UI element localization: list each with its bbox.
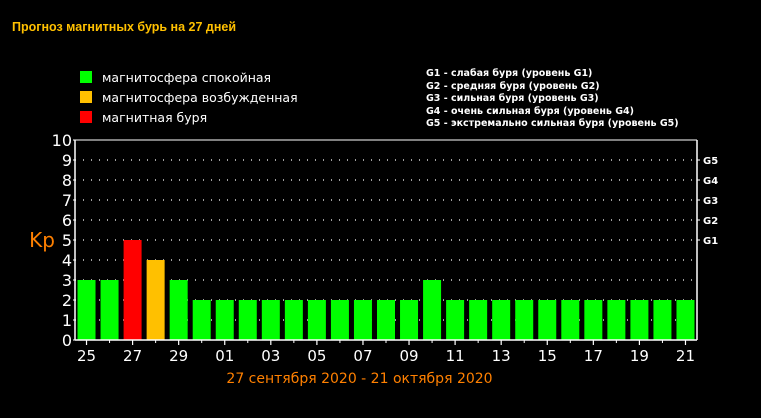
bar bbox=[515, 300, 534, 340]
y-tick-label: 10 bbox=[52, 131, 72, 150]
x-tick-label: 07 bbox=[353, 347, 372, 365]
right-tick-label: G1 bbox=[703, 236, 718, 247]
y-tick-label: 6 bbox=[62, 211, 72, 230]
y-tick-label: 2 bbox=[62, 291, 72, 310]
y-tick-label: 1 bbox=[62, 311, 72, 330]
legend-swatch-active bbox=[80, 91, 92, 103]
bar bbox=[123, 240, 142, 340]
y-tick-label: 7 bbox=[62, 191, 72, 210]
y-tick-label: 0 bbox=[62, 331, 72, 350]
y-tick-label: 5 bbox=[62, 231, 72, 250]
legend-label-storm: магнитная буря bbox=[102, 109, 208, 125]
storm-level-legend: G1 - слабая буря (уровень G1) G2 - средн… bbox=[426, 68, 679, 131]
bar bbox=[77, 280, 96, 340]
bar bbox=[446, 300, 465, 340]
bar bbox=[215, 300, 234, 340]
legend-item-active: магнитосфера возбужденная bbox=[80, 87, 298, 107]
bar bbox=[192, 300, 211, 340]
x-tick-label: 13 bbox=[492, 347, 511, 365]
y-axis-label: Kp bbox=[29, 228, 55, 252]
date-range-label: 27 сентября 2020 - 21 октября 2020 bbox=[0, 371, 761, 387]
bar bbox=[676, 300, 695, 340]
x-tick-label: 17 bbox=[584, 347, 603, 365]
chart-title: Прогноз магнитных бурь на 27 дней bbox=[12, 20, 237, 34]
bar bbox=[630, 300, 649, 340]
bar bbox=[561, 300, 580, 340]
legend-swatch-storm bbox=[80, 111, 92, 123]
x-tick-label: 27 bbox=[123, 347, 142, 365]
legend-label-quiet: магнитосфера спокойная bbox=[102, 69, 272, 85]
x-tick-label: 09 bbox=[399, 347, 418, 365]
y-tick-label: 4 bbox=[62, 251, 72, 270]
storm-level-g5: G5 - экстремально сильная буря (уровень … bbox=[426, 118, 679, 129]
bar bbox=[307, 300, 326, 340]
right-tick-label: G3 bbox=[703, 196, 718, 207]
storm-level-g1: G1 - слабая буря (уровень G1) bbox=[426, 68, 593, 79]
bar bbox=[607, 300, 626, 340]
x-tick-label: 01 bbox=[215, 347, 234, 365]
legend-label-active: магнитосфера возбужденная bbox=[102, 89, 298, 105]
bar bbox=[423, 280, 442, 340]
bar bbox=[492, 300, 511, 340]
bar bbox=[538, 300, 557, 340]
bar bbox=[400, 300, 419, 340]
date-range-text: 27 сентября 2020 - 21 октября 2020 bbox=[226, 371, 493, 387]
bar bbox=[261, 300, 280, 340]
x-tick-label: 29 bbox=[169, 347, 188, 365]
y-tick-label: 9 bbox=[62, 151, 72, 170]
x-tick-label: 19 bbox=[630, 347, 649, 365]
legend-item-storm: магнитная буря bbox=[80, 107, 298, 127]
storm-level-g3: G3 - сильная буря (уровень G3) bbox=[426, 93, 599, 104]
bar bbox=[584, 300, 603, 340]
legend-swatch-quiet bbox=[80, 71, 92, 83]
bar bbox=[653, 300, 672, 340]
x-tick-label: 15 bbox=[538, 347, 557, 365]
right-tick-label: G4 bbox=[703, 176, 718, 187]
legend-item-quiet: магнитосфера спокойная bbox=[80, 67, 298, 87]
storm-level-g4: G4 - очень сильная буря (уровень G4) bbox=[426, 105, 634, 117]
x-tick-label: 11 bbox=[446, 347, 465, 365]
x-tick-label: 05 bbox=[307, 347, 326, 365]
bar bbox=[169, 280, 188, 340]
bar bbox=[238, 300, 257, 340]
bar bbox=[377, 300, 395, 340]
right-tick-label: G2 bbox=[703, 216, 718, 227]
bar bbox=[469, 300, 488, 340]
x-tick-label: 25 bbox=[77, 347, 96, 365]
color-legend: магнитосфера спокойная магнитосфера возб… bbox=[80, 67, 298, 127]
y-tick-label: 3 bbox=[62, 271, 72, 290]
x-tick-label: 21 bbox=[676, 347, 695, 365]
x-tick-label: 03 bbox=[261, 347, 280, 365]
bar bbox=[284, 300, 303, 340]
right-tick-label: G5 bbox=[703, 156, 718, 167]
bar bbox=[330, 300, 349, 340]
bar bbox=[100, 280, 119, 340]
bar bbox=[146, 260, 165, 340]
y-tick-label: 8 bbox=[62, 171, 72, 190]
bar bbox=[353, 300, 372, 340]
storm-level-g2: G2 - средняя буря (уровень G2) bbox=[426, 80, 600, 92]
